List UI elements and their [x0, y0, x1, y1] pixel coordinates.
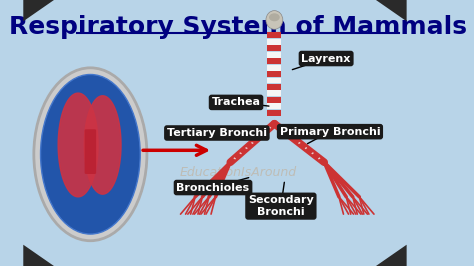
Text: Trachea: Trachea: [211, 97, 261, 107]
Text: Primary Bronchi: Primary Bronchi: [280, 127, 380, 137]
Ellipse shape: [34, 68, 147, 241]
Bar: [267, 97, 281, 103]
Polygon shape: [23, 245, 54, 266]
Text: Tertiary Bronchi: Tertiary Bronchi: [167, 128, 267, 138]
Polygon shape: [58, 93, 98, 197]
Bar: [267, 103, 281, 109]
Text: Secondary
Bronchi: Secondary Bronchi: [248, 195, 314, 217]
Bar: [267, 39, 281, 45]
FancyBboxPatch shape: [85, 129, 96, 174]
Bar: [267, 110, 281, 116]
Bar: [267, 45, 281, 51]
Bar: [267, 65, 281, 70]
Bar: [267, 32, 281, 38]
Ellipse shape: [269, 13, 280, 21]
Bar: [267, 52, 281, 58]
Bar: [267, 58, 281, 64]
Text: EducationIsAround: EducationIsAround: [179, 167, 297, 179]
Ellipse shape: [266, 11, 283, 29]
Polygon shape: [23, 0, 54, 21]
Bar: [267, 78, 281, 84]
Polygon shape: [84, 96, 121, 194]
Bar: [267, 90, 281, 96]
Ellipse shape: [41, 74, 140, 234]
Text: Layrenx: Layrenx: [301, 53, 351, 64]
Polygon shape: [376, 0, 407, 21]
Bar: [267, 84, 281, 90]
Polygon shape: [376, 245, 407, 266]
Text: Bronchioles: Bronchioles: [176, 182, 250, 193]
Text: Respiratory System of Mammals: Respiratory System of Mammals: [9, 15, 467, 39]
Bar: [267, 71, 281, 77]
